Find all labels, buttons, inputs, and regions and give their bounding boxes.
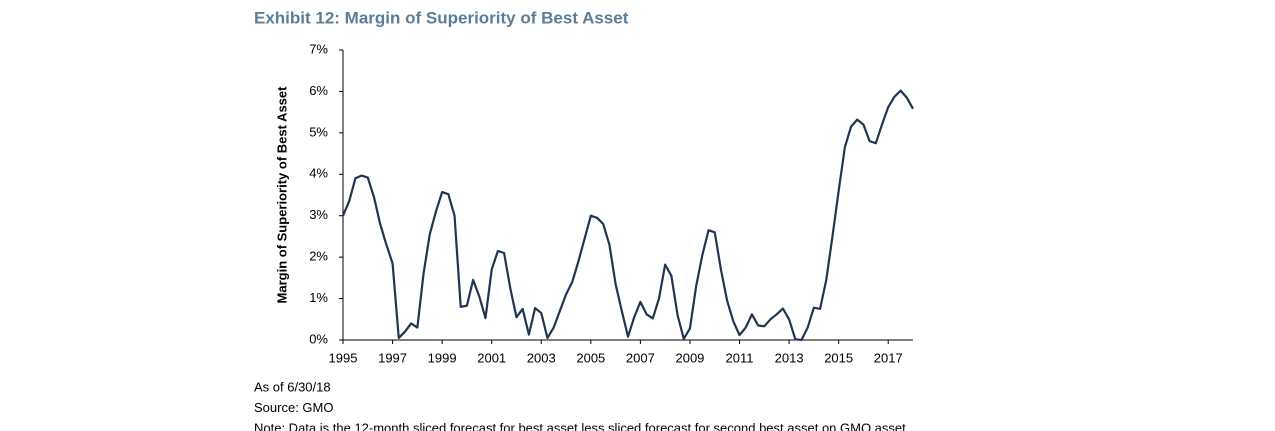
y-tick-label: 1% xyxy=(309,290,328,305)
x-tick-label: 1999 xyxy=(428,350,457,365)
chart-title: Exhibit 12: Margin of Superiority of Bes… xyxy=(254,8,629,27)
x-tick-label: 2007 xyxy=(626,350,655,365)
data-line xyxy=(341,89,914,342)
y-tick-label: 5% xyxy=(309,124,328,139)
x-tick-label: 2011 xyxy=(726,350,754,365)
x-tick-label: 2009 xyxy=(675,350,704,365)
y-tick-label: 3% xyxy=(309,207,328,222)
x-tick-label: 2005 xyxy=(576,350,605,365)
x-tick-label: 2017 xyxy=(874,350,903,365)
y-tick-label: 7% xyxy=(309,41,328,56)
y-axis-label: Margin of Superiority of Best Asset xyxy=(274,86,289,304)
x-tick-label: 2003 xyxy=(527,350,556,365)
x-tick-label: 1997 xyxy=(378,350,407,365)
x-tick-label: 2015 xyxy=(824,350,853,365)
y-tick-label: 0% xyxy=(309,331,328,346)
footnote: Note: Data is the 12-month sliced foreca… xyxy=(254,420,906,431)
y-tick-label: 2% xyxy=(309,249,328,264)
footnote: Source: GMO xyxy=(254,400,333,415)
x-tick-label: 2013 xyxy=(775,350,804,365)
y-tick-label: 6% xyxy=(309,83,328,98)
y-tick-label: 4% xyxy=(309,166,328,181)
x-tick-label: 2001 xyxy=(477,350,506,365)
footnote: As of 6/30/18 xyxy=(254,379,331,394)
x-tick-label: 1995 xyxy=(329,350,358,365)
